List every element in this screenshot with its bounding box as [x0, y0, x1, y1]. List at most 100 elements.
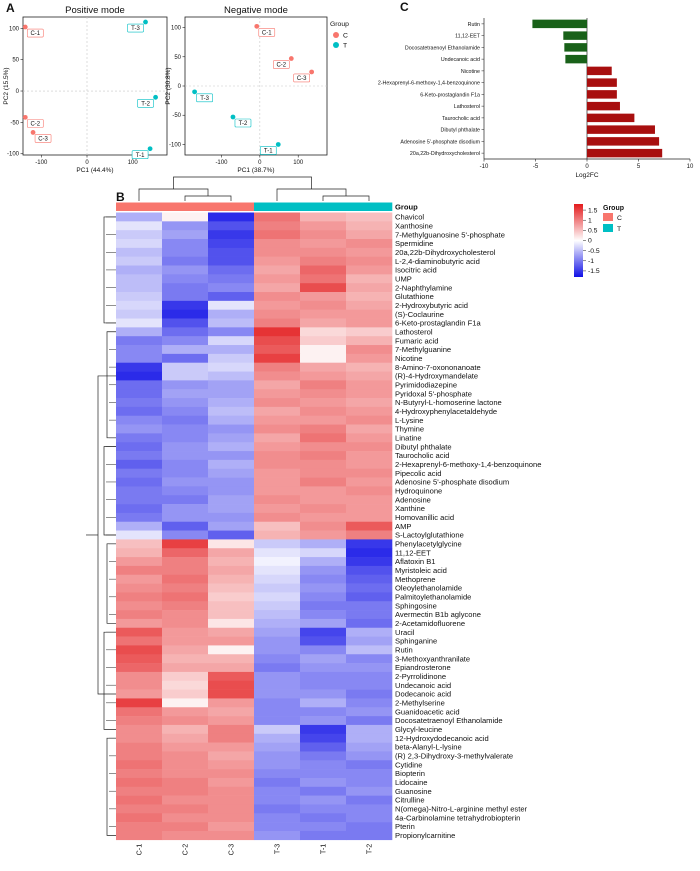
heatmap-cell: [346, 521, 393, 531]
heatmap-cell: [254, 618, 301, 629]
heatmap-cell: [346, 256, 393, 266]
heatmap-cell: [116, 716, 163, 726]
bar: [564, 43, 587, 52]
heatmap-cell: [116, 592, 163, 602]
heatmap-cell: [162, 495, 209, 505]
metabolite-label: Sphinganine: [395, 637, 437, 646]
heatmap-cell: [300, 353, 347, 363]
metabolite-label: 4a-Carbinolamine tetrahydrobiopterin: [395, 813, 520, 822]
heatmap-cell: [208, 786, 255, 796]
heatmap-cell: [346, 618, 393, 629]
heatmap-cell: [346, 804, 393, 814]
heatmap-cell: [208, 804, 255, 814]
heatmap-cell: [254, 804, 301, 814]
heatmap-cell: [254, 239, 301, 249]
heatmap-cell: [116, 336, 163, 346]
heatmap-cell: [162, 769, 209, 779]
heatmap-cell: [208, 583, 255, 593]
heatmap-cell: [254, 389, 301, 399]
heatmap-cell: [300, 442, 347, 452]
heatmap-cell: [254, 539, 301, 549]
heatmap-cell: [346, 486, 393, 496]
heatmap-cell: [254, 336, 301, 346]
heatmap-cell: [116, 760, 163, 770]
heatmap-cell: [208, 618, 255, 629]
heatmap-cell: [162, 371, 209, 381]
heatmap-cell: [300, 813, 347, 823]
pca-point-label: C-3: [38, 137, 48, 143]
bar-category-label: Rutin: [468, 22, 480, 28]
pca-y-tick-label: 50: [174, 55, 181, 61]
heatmap-cell: [116, 362, 163, 372]
heatmap-cell: [162, 406, 209, 417]
pca-x-tick-label: 0: [258, 160, 262, 166]
heatmap-cell: [162, 221, 209, 231]
heatmap-cell: [300, 751, 347, 761]
column-label: C-3: [227, 844, 236, 856]
column-label: T-2: [365, 844, 374, 854]
heatmap-cell: [254, 530, 301, 540]
bar-category-label: 6-Keto-prostaglandin F1a: [420, 92, 480, 98]
heatmap-cell: [208, 398, 255, 408]
heatmap-cell: [162, 663, 209, 673]
metabolite-label: Citrulline: [395, 796, 425, 805]
heatmap-cell: [254, 822, 301, 832]
metabolite-label: Glutathione: [395, 292, 434, 301]
heatmap-cell: [208, 592, 255, 602]
heatmap-cell: [208, 415, 255, 425]
metabolite-label: S-Lactoylglutathione: [395, 531, 464, 540]
heatmap-cell: [254, 292, 301, 302]
metabolite-label: 2-Naphthylamine: [395, 283, 452, 292]
heatmap-cell: [162, 680, 209, 690]
metabolite-label: Docosatetraenoyl Ethanolamide: [395, 716, 503, 725]
heatmap-cell: [162, 548, 209, 558]
heatmap-cell: [162, 724, 209, 735]
group-annotation-cell: [254, 202, 301, 211]
heatmap-cell: [300, 221, 347, 231]
heatmap-cell: [254, 689, 301, 699]
heatmap-cell: [300, 795, 347, 805]
heatmap-cell: [254, 654, 301, 664]
heatmap-cell: [162, 336, 209, 346]
metabolite-label: Pipecolic acid: [395, 469, 441, 478]
heatmap-cell: [346, 601, 393, 611]
heatmap-cell: [254, 548, 301, 558]
pca-title: Negative mode: [224, 5, 288, 16]
heatmap-cell: [162, 353, 209, 363]
heatmap-cell: [116, 583, 163, 593]
heatmap-cell: [254, 300, 301, 310]
metabolite-label: N(omega)-Nitro-L-arginine methyl ester: [395, 805, 528, 814]
heatmap-cell: [208, 512, 255, 523]
metabolite-label: Lidocaine: [395, 778, 428, 787]
heatmap-cell: [346, 689, 393, 699]
heatmap-cell: [300, 504, 347, 514]
pca-y-axis-label: PC2 (30.8%): [165, 67, 172, 104]
heatmap-cell: [162, 468, 209, 478]
heatmap-cell: [208, 247, 255, 257]
heatmap-cell: [254, 442, 301, 452]
pca-point-label: T-3: [131, 26, 140, 32]
metabolite-label: (S)-Coclaurine: [395, 310, 444, 319]
heatmap-cell: [162, 398, 209, 408]
heatmap-cell: [254, 724, 301, 735]
heatmap-cell: [300, 610, 347, 620]
heatmap-cell: [346, 724, 393, 735]
heatmap-cell: [254, 707, 301, 717]
metabolite-label: Methoprene: [395, 575, 436, 584]
heatmap-cell: [162, 362, 209, 372]
heatmap-cell: [300, 398, 347, 408]
heatmap-cell: [208, 389, 255, 399]
metabolite-label: Cytidine: [395, 760, 422, 769]
heatmap-cell: [300, 300, 347, 310]
bar-x-tick-label: 0: [585, 164, 589, 170]
heatmap-cell: [254, 353, 301, 363]
heatmap-cell: [162, 760, 209, 770]
heatmap-cell: [208, 283, 255, 293]
heatmap-cell: [346, 733, 393, 743]
metabolite-label: 2-Hydroxybutyric acid: [395, 301, 468, 310]
heatmap-cell: [208, 486, 255, 496]
heatmap-cell: [300, 822, 347, 832]
metabolite-label: Uracil: [395, 628, 415, 637]
pca-plot-frame: [184, 16, 328, 156]
metabolite-label: 8-Amino-7-oxononanoate: [395, 363, 481, 372]
